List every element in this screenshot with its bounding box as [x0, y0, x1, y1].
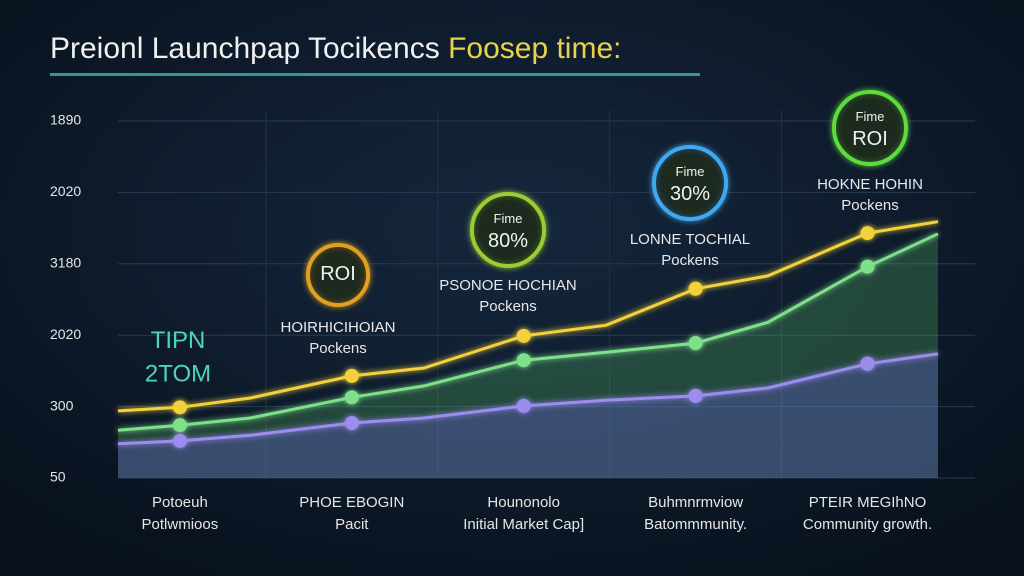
- data-point: [172, 400, 187, 415]
- data-point: [516, 398, 531, 413]
- data-point: [172, 418, 187, 433]
- x-tick-line: Pacit: [335, 516, 369, 533]
- y-tick-label: 3180: [50, 255, 81, 271]
- x-tick-line: Potoeuh: [152, 494, 208, 511]
- x-tick-label: Potoeuh Potlwmioos: [142, 494, 219, 533]
- data-point: [344, 416, 359, 431]
- data-point: [516, 353, 531, 368]
- annotation: TIPN 2TOM: [145, 327, 211, 388]
- badge: [832, 90, 908, 166]
- annotation-line: PSONOE HOCHIAN: [439, 277, 577, 294]
- annotation: LONNE TOCHIAL Pockens: [630, 231, 750, 269]
- badge-line: Fime: [494, 211, 523, 226]
- x-tick-line: Batommmunity.: [644, 516, 747, 533]
- data-point: [516, 328, 531, 343]
- series-area: [118, 353, 938, 478]
- x-tick-line: Initial Market Cap]: [463, 516, 584, 533]
- data-point: [688, 281, 703, 296]
- annotation-line: LONNE TOCHIAL: [630, 231, 750, 248]
- series-area: [118, 233, 938, 478]
- data-point: [860, 259, 875, 274]
- badge-text: Fime 30%: [670, 164, 710, 205]
- x-tick-line: Buhmnrmviow: [648, 494, 743, 511]
- annotation: HOKNE HOHIN Pockens: [817, 176, 923, 214]
- badge-line: ROI: [852, 128, 888, 150]
- annotation-line: HOKNE HOHIN: [817, 176, 923, 193]
- x-tick-line: PHOE EBOGIN: [299, 494, 404, 511]
- x-tick-line: Potlwmioos: [142, 516, 219, 533]
- annotation-line: Pockens: [309, 340, 367, 357]
- badge-line: Fime: [856, 109, 885, 124]
- x-tick-line: PTEIR MEGIhNO: [809, 494, 927, 511]
- y-tick-label: 1890: [50, 112, 81, 128]
- data-point: [172, 433, 187, 448]
- badge-line: 30%: [670, 183, 710, 205]
- annotation-line: Pockens: [479, 298, 537, 315]
- badge-text: Fime 80%: [488, 211, 528, 252]
- chart-title: Preionl Launchpap Tocikencs Foosep time:: [50, 32, 621, 65]
- x-tick-label: PTEIR MEGIhNO Community growth.: [803, 494, 932, 533]
- annotation-line: HOIRHICIHOIAN: [280, 319, 395, 336]
- annotation-line: 2TOM: [145, 361, 211, 388]
- x-tick-label: Buhmnrmviow Batommmunity.: [644, 494, 747, 533]
- y-tick-label: 50: [50, 469, 66, 485]
- badge-line: 80%: [488, 230, 528, 252]
- data-point: [860, 226, 875, 241]
- data-point: [344, 368, 359, 383]
- y-tick-label: 2020: [50, 183, 81, 199]
- badge: [306, 243, 370, 307]
- data-point: [688, 336, 703, 351]
- y-tick-label: 300: [50, 397, 74, 413]
- data-point: [688, 388, 703, 403]
- badge-text: Fime ROI: [852, 109, 888, 150]
- x-tick-label: Hounonolo Initial Market Cap]: [463, 494, 584, 533]
- annotation-line: Pockens: [841, 197, 899, 214]
- x-tick-line: Hounonolo: [487, 494, 560, 511]
- annotation-line: Pockens: [661, 252, 719, 269]
- badge: [470, 192, 546, 268]
- title-underline: [50, 73, 700, 76]
- badge-line: ROI: [320, 263, 356, 285]
- data-point: [860, 356, 875, 371]
- y-tick-label: 2020: [50, 326, 81, 342]
- annotation: PSONOE HOCHIAN Pockens: [439, 277, 577, 315]
- badge: [652, 145, 728, 221]
- badge-line: Fime: [676, 164, 705, 179]
- annotation: HOIRHICIHOIAN Pockens: [280, 319, 395, 357]
- x-tick-label: PHOE EBOGIN Pacit: [299, 494, 404, 533]
- x-tick-line: Community growth.: [803, 516, 932, 533]
- badge-text: ROI: [320, 263, 356, 285]
- data-point: [344, 390, 359, 405]
- annotation-line: TIPN: [151, 327, 206, 354]
